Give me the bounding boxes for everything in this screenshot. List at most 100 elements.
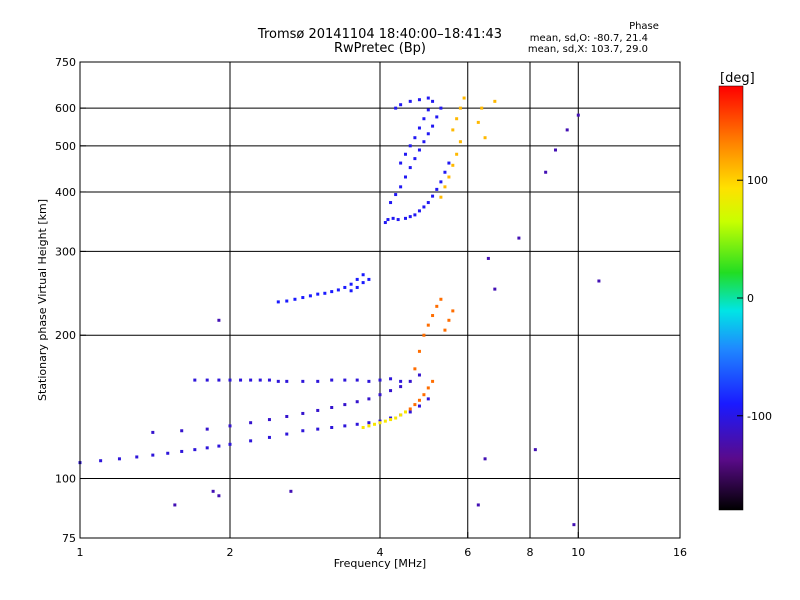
- colorbar-tick-label: 100: [747, 174, 768, 187]
- echo-point: [422, 393, 426, 397]
- echo-point: [355, 277, 359, 281]
- echo-point: [394, 416, 398, 420]
- echo-point: [533, 448, 537, 452]
- echo-point: [367, 421, 371, 425]
- echo-point: [422, 205, 426, 209]
- echo-point: [267, 418, 271, 422]
- x-tick-label: 1: [77, 546, 84, 559]
- chart-subtitle: RwPretec (Bp): [333, 41, 427, 56]
- echo-point: [330, 290, 334, 294]
- echo-point: [330, 406, 334, 410]
- echo-point: [451, 128, 455, 132]
- x-tick-label: 8: [527, 546, 534, 559]
- echo-point: [330, 378, 334, 382]
- echo-point: [301, 296, 305, 300]
- echo-point: [389, 377, 393, 381]
- echo-point: [399, 413, 403, 417]
- plot-grid: [80, 62, 680, 538]
- echo-point: [431, 194, 435, 198]
- echo-point: [413, 157, 417, 161]
- echo-point: [422, 140, 426, 144]
- echo-point: [343, 378, 347, 382]
- echo-point: [343, 424, 347, 428]
- echo-point: [443, 185, 447, 189]
- echo-point: [408, 410, 412, 414]
- echo-point: [483, 457, 487, 461]
- echo-point: [417, 126, 421, 130]
- echo-point: [426, 96, 430, 100]
- echo-point: [383, 221, 387, 225]
- echo-point: [361, 273, 365, 277]
- echo-point: [343, 285, 347, 289]
- echo-point: [417, 349, 421, 353]
- echo-point: [166, 451, 170, 455]
- echo-point: [267, 435, 271, 439]
- x-tick-label: 16: [673, 546, 687, 559]
- echo-point: [373, 422, 377, 426]
- echo-point: [403, 175, 407, 179]
- echo-point: [439, 195, 443, 199]
- echo-point: [249, 421, 253, 425]
- phase-stats-heading: Phase: [629, 21, 659, 32]
- echo-point: [422, 333, 426, 337]
- echo-point: [211, 489, 215, 493]
- echo-point: [443, 170, 447, 174]
- echo-point: [205, 378, 209, 382]
- echo-point: [572, 523, 576, 527]
- echo-point: [451, 309, 455, 313]
- echo-point: [486, 256, 490, 260]
- echo-point: [413, 403, 417, 407]
- echo-point: [399, 379, 403, 383]
- echo-point: [367, 424, 371, 428]
- echo-point: [389, 201, 393, 205]
- echo-point: [394, 106, 398, 110]
- echo-point: [396, 218, 400, 222]
- echo-point: [349, 289, 353, 293]
- echo-point: [439, 297, 443, 301]
- echo-point: [217, 494, 221, 498]
- echo-point: [285, 414, 289, 418]
- echo-point: [435, 304, 439, 308]
- echo-point: [361, 281, 365, 285]
- echo-point: [431, 314, 435, 318]
- echo-point: [217, 444, 221, 448]
- echo-point: [417, 148, 421, 152]
- y-tick-label: 200: [55, 329, 76, 342]
- echo-point: [367, 277, 371, 281]
- phase-stats-o: mean, sd,O: -80.7, 21.4: [529, 33, 648, 44]
- echo-point: [426, 386, 430, 390]
- echo-point: [408, 407, 412, 411]
- echo-point: [408, 166, 412, 170]
- y-axis-label: Stationary phase Virtual Height [km]: [36, 199, 49, 401]
- echo-point: [483, 136, 487, 140]
- echo-point: [389, 418, 393, 422]
- echo-point: [417, 404, 421, 408]
- echo-point: [544, 170, 548, 174]
- echo-point: [217, 378, 221, 382]
- echo-point: [403, 152, 407, 156]
- echo-point: [399, 185, 403, 189]
- echo-point: [451, 163, 455, 167]
- echo-point: [413, 367, 417, 371]
- echo-point: [378, 393, 382, 397]
- x-tick-label: 2: [227, 546, 234, 559]
- colorbar-label: [deg]: [720, 71, 755, 86]
- echo-point: [426, 132, 430, 136]
- echo-point: [228, 424, 232, 428]
- echo-point: [249, 439, 253, 443]
- echo-point: [267, 378, 271, 382]
- echo-point: [285, 432, 289, 436]
- echo-point: [480, 106, 484, 110]
- echo-point: [378, 421, 382, 425]
- y-tick-label: 500: [55, 140, 76, 153]
- echo-point: [389, 389, 393, 393]
- echo-point: [553, 148, 557, 152]
- echo-point: [316, 292, 320, 296]
- x-tick-label: 6: [464, 546, 471, 559]
- echo-point: [439, 106, 443, 110]
- echo-point: [431, 379, 435, 383]
- echo-point: [389, 416, 393, 420]
- echo-point: [597, 279, 601, 283]
- echo-point: [455, 152, 459, 156]
